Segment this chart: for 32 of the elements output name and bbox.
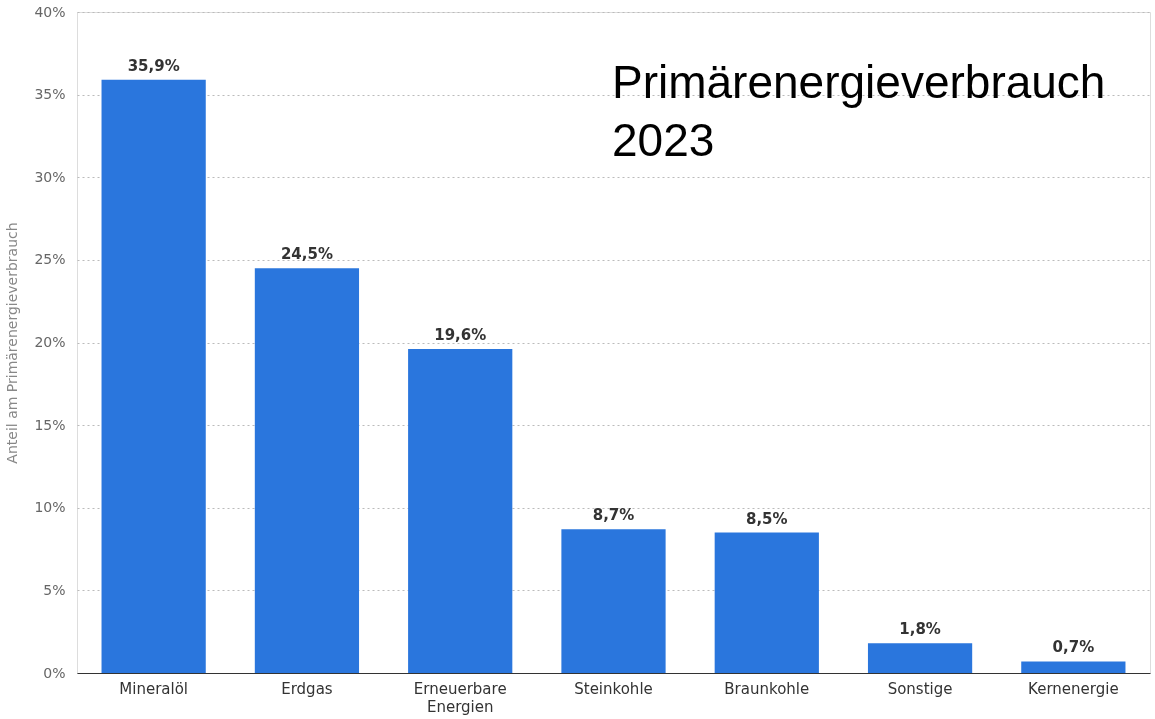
bar	[867, 643, 973, 673]
y-tick-label: 0%	[43, 664, 66, 681]
data-label: 8,7%	[592, 506, 635, 525]
y-tick-label: 25%	[34, 251, 66, 268]
x-tick-label: Braunkohle	[724, 679, 810, 698]
x-tick-label: Erneuerbare Energien	[413, 679, 507, 716]
bar	[714, 532, 819, 673]
bar	[101, 79, 206, 673]
y-tick-label: 30%	[34, 168, 66, 185]
data-label: 24,5%	[280, 245, 333, 264]
bar	[1021, 661, 1126, 673]
bar	[254, 268, 360, 673]
data-label: 0,7%	[1052, 638, 1095, 657]
y-tick-label: 20%	[34, 334, 66, 350]
x-tick-label: Mineralöl	[119, 679, 188, 698]
data-label: 35,9%	[127, 56, 180, 75]
y-axis-title: Anteil am Primärenergieverbrauch	[4, 222, 21, 464]
data-label: 1,8%	[899, 620, 941, 639]
y-tick-label: 40%	[34, 3, 66, 20]
x-tick-label: Steinkohle	[574, 679, 653, 698]
x-tick-label: Sonstige	[887, 679, 953, 698]
y-tick-label: 15%	[34, 416, 66, 433]
x-tick-label: Erdgas	[281, 679, 333, 698]
bar	[561, 529, 666, 673]
y-tick-label: 10%	[34, 499, 66, 516]
data-label: 19,6%	[434, 326, 487, 345]
data-label: 8,5%	[745, 509, 788, 528]
x-tick-label: Kernenergie	[1028, 679, 1119, 698]
y-tick-label: 35%	[34, 86, 66, 103]
y-tick-label: 5%	[43, 581, 66, 598]
bar	[408, 349, 513, 673]
text: Primärenergieverbrauch 2023	[612, 56, 1106, 166]
